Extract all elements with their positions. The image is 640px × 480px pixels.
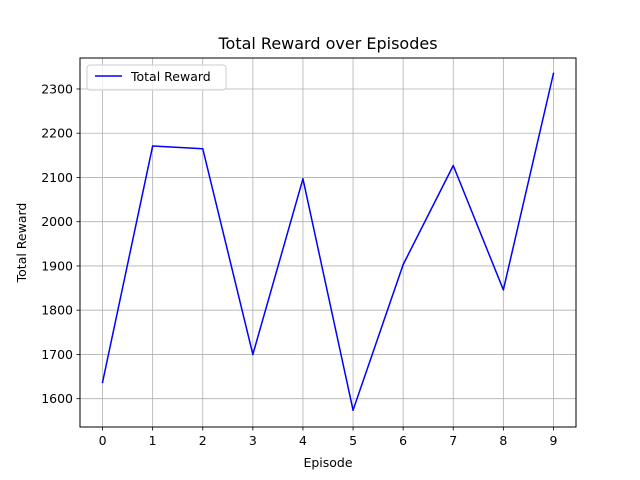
legend-label: Total Reward bbox=[130, 69, 211, 84]
y-tick-label: 1900 bbox=[41, 258, 73, 273]
y-tick-label: 2000 bbox=[41, 214, 73, 229]
x-axis-label: Episode bbox=[303, 455, 352, 470]
x-tick-label: 1 bbox=[149, 433, 157, 448]
y-tick-label: 1600 bbox=[41, 391, 73, 406]
data-point bbox=[201, 147, 204, 150]
data-point bbox=[352, 409, 354, 411]
x-tick-label: 5 bbox=[349, 433, 357, 448]
plot-data bbox=[101, 72, 555, 411]
grid-lines bbox=[80, 58, 576, 427]
data-point bbox=[101, 381, 104, 384]
y-tick-label: 1800 bbox=[41, 303, 73, 318]
y-tick-label: 2300 bbox=[41, 81, 73, 96]
x-tick-label: 4 bbox=[299, 433, 307, 448]
x-tick-label: 8 bbox=[499, 433, 507, 448]
data-point bbox=[452, 164, 455, 167]
series-line-total-reward bbox=[101, 72, 555, 411]
x-tick-label: 2 bbox=[199, 433, 207, 448]
data-point bbox=[302, 178, 304, 180]
data-point bbox=[552, 72, 555, 75]
x-tick-label: 7 bbox=[449, 433, 457, 448]
x-tick-label: 9 bbox=[549, 433, 557, 448]
legend-box bbox=[86, 64, 227, 91]
y-tick-label: 2200 bbox=[41, 126, 73, 141]
data-point bbox=[502, 289, 505, 291]
x-tick-label: 0 bbox=[99, 433, 107, 448]
y-tick-label: 2100 bbox=[41, 170, 73, 185]
data-point bbox=[252, 353, 254, 356]
data-point bbox=[151, 145, 154, 147]
y-tick-label: 1700 bbox=[41, 347, 73, 362]
legend: Total Reward bbox=[86, 64, 227, 91]
chart-title: Total Reward over Episodes bbox=[217, 34, 437, 53]
x-tick-label: 6 bbox=[399, 433, 407, 448]
plot-frame bbox=[79, 57, 577, 428]
data-point bbox=[402, 263, 404, 266]
axis-ticks: 0 1 2 3 4 5 6 7 8 9 1600 1700 1800 1900 2000 2100 2200 23… bbox=[41, 81, 557, 448]
x-tick-label: 3 bbox=[249, 433, 257, 448]
y-axis-label: Total Reward bbox=[14, 203, 29, 284]
